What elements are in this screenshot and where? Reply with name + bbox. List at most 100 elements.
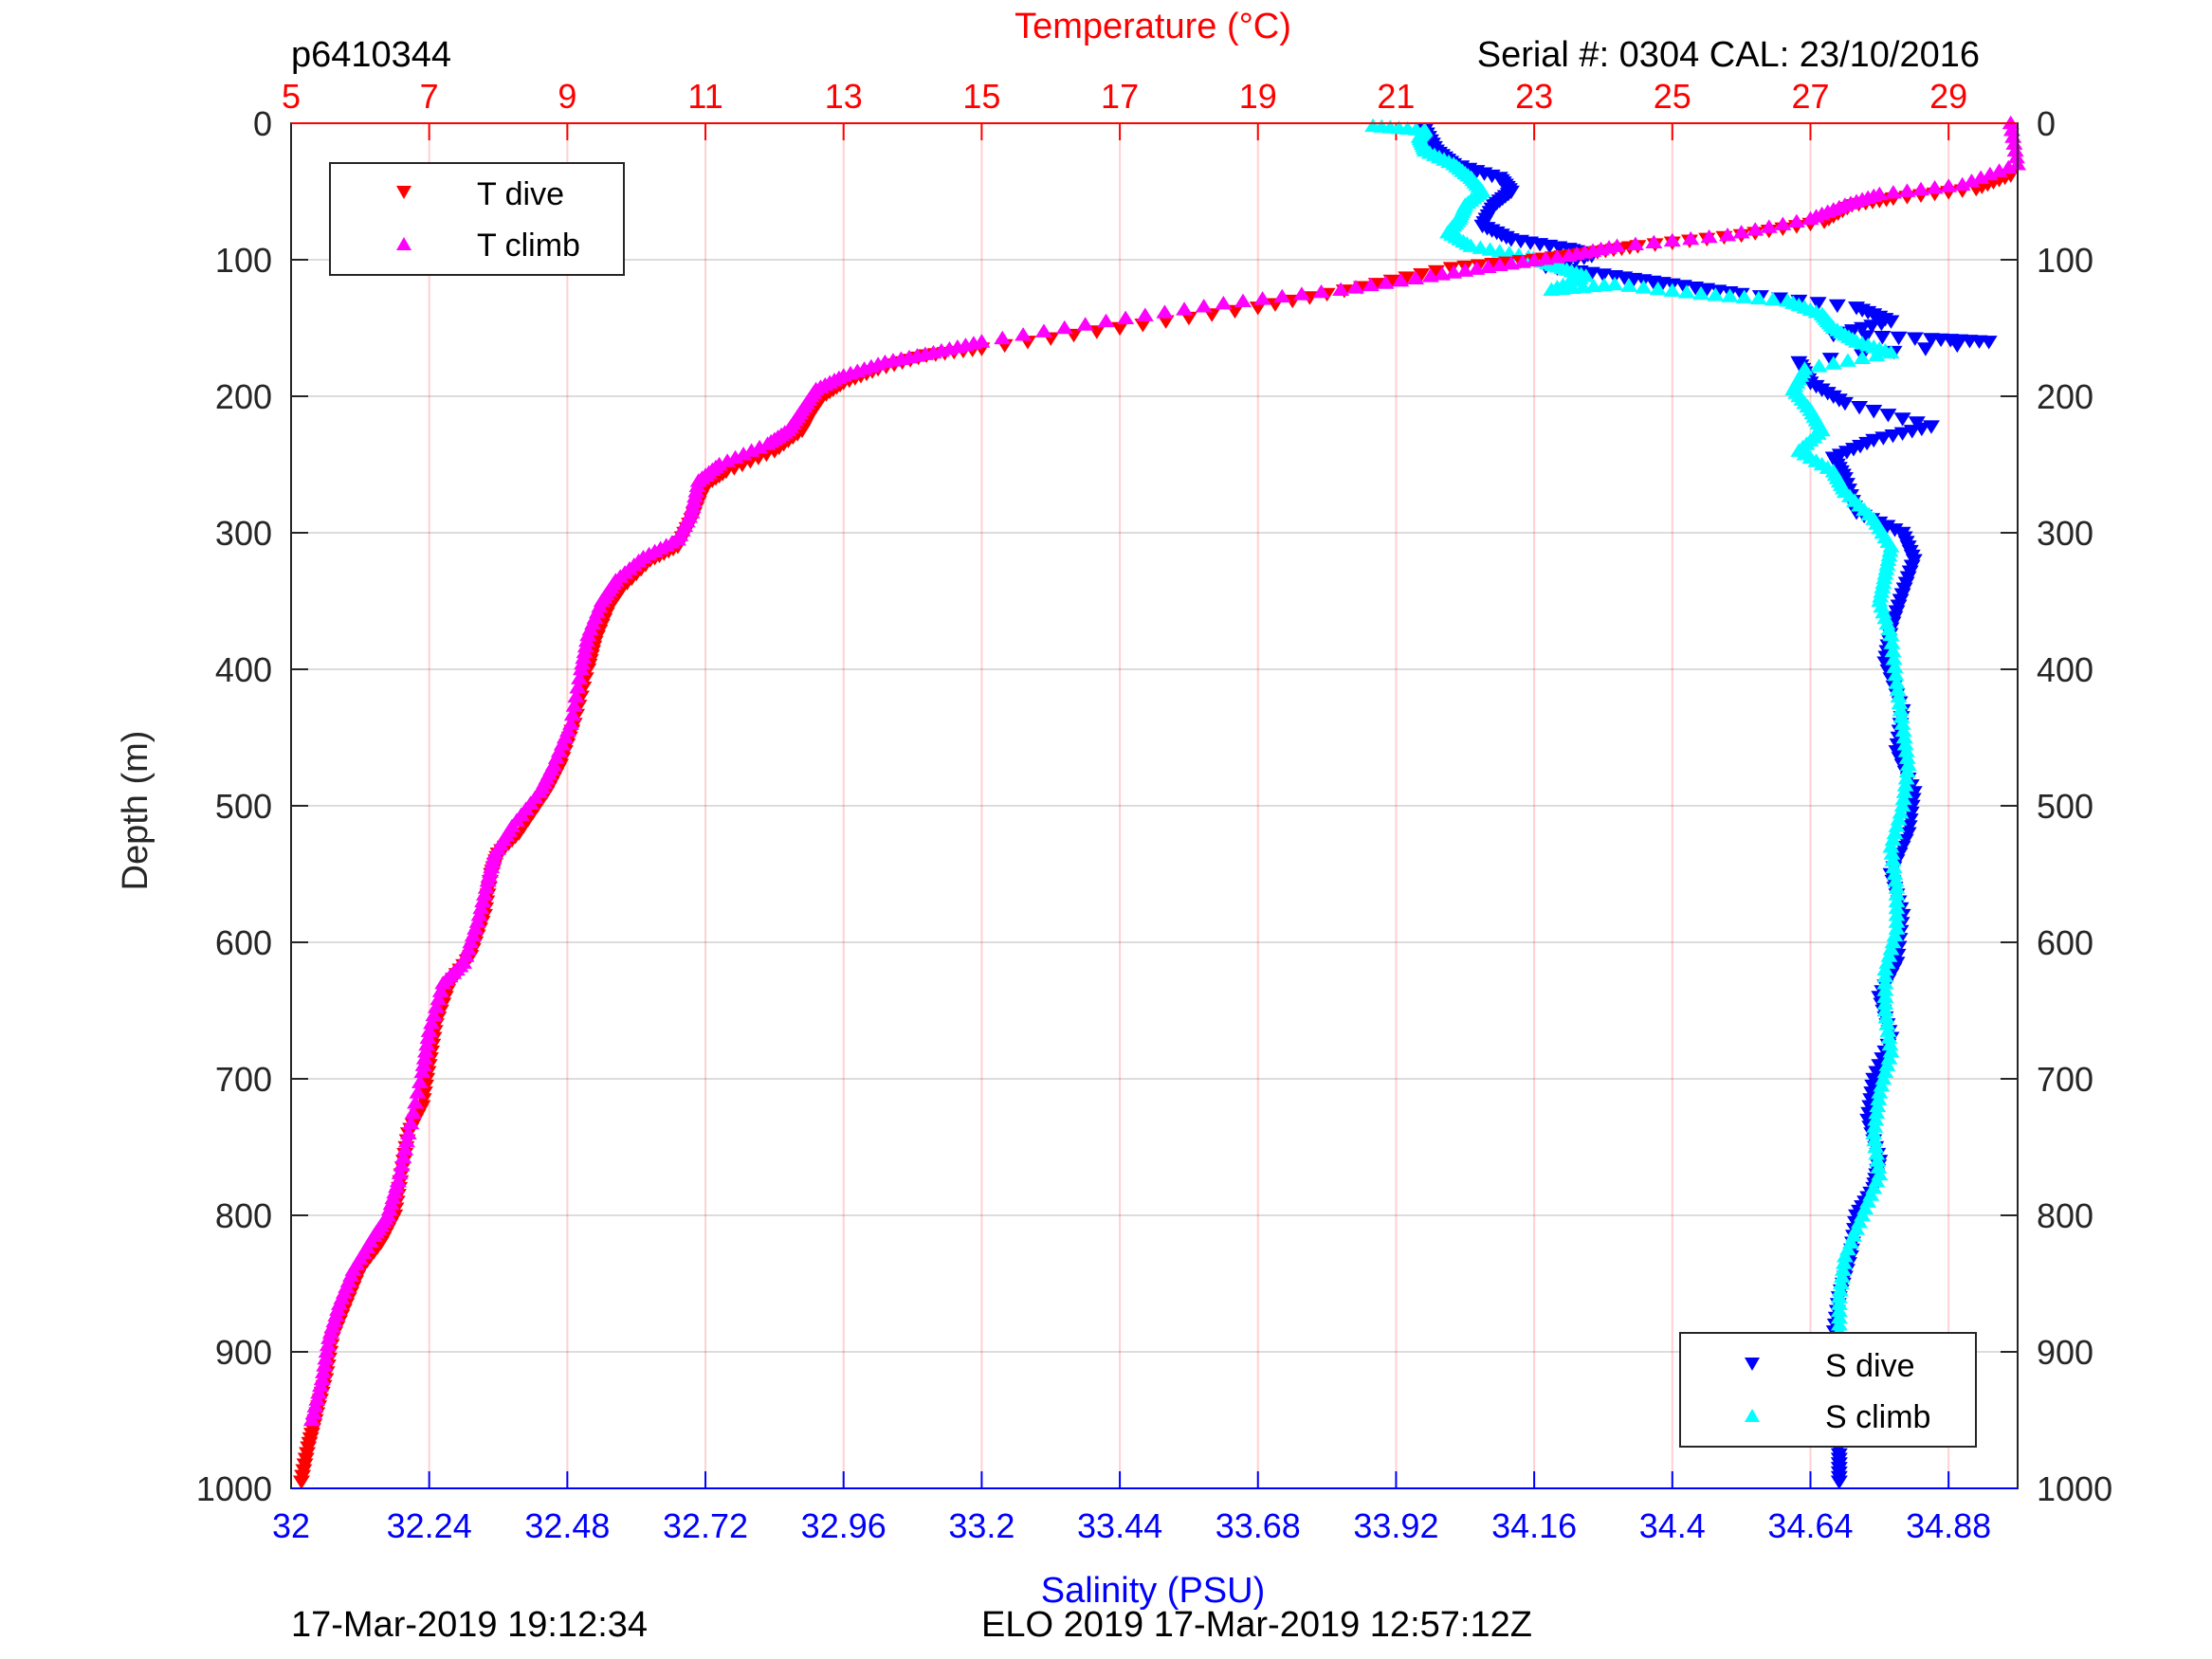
data-point: [1884, 185, 1902, 199]
data-point: [1111, 321, 1129, 337]
temperature-tick-label: 19: [1239, 77, 1277, 116]
data-point: [1663, 283, 1681, 297]
data-point: [1887, 873, 1905, 887]
temperature-tick-label: 27: [1791, 77, 1829, 116]
data-point: [1883, 635, 1901, 649]
data-point: [1645, 234, 1663, 249]
data-point: [1663, 232, 1681, 247]
data-point: [1560, 247, 1578, 262]
data-point: [1472, 240, 1490, 254]
data-point: [313, 1371, 331, 1386]
data-point: [1835, 1255, 1853, 1269]
data-point: [579, 627, 597, 642]
data-point: [1879, 409, 1897, 423]
data-point: [314, 1364, 332, 1378]
data-point: [1886, 927, 1904, 942]
data-point: [1682, 230, 1700, 246]
data-point: [1635, 280, 1653, 294]
data-point: [1889, 682, 1907, 696]
data-point: [1677, 284, 1695, 299]
data-point: [1346, 280, 1364, 294]
data-point: [577, 632, 595, 647]
data-point: [393, 1158, 411, 1172]
salinity-tick-label: 32.24: [387, 1506, 472, 1545]
data-point: [574, 655, 592, 670]
data-point: [402, 1115, 420, 1130]
data-point: [1809, 297, 1827, 311]
data-point: [1868, 1146, 1886, 1160]
data-point: [1692, 285, 1710, 301]
data-point: [1892, 702, 1910, 717]
temperature-tick-label: 9: [558, 77, 576, 116]
depth-tick-label-right: 0: [2037, 104, 2056, 143]
data-point: [2002, 122, 2020, 137]
data-point: [411, 1074, 429, 1088]
data-point: [1649, 281, 1667, 296]
data-point: [2006, 142, 2024, 157]
data-point: [1893, 412, 1911, 427]
data-point: [1828, 299, 1846, 314]
data-point: [1870, 1091, 1888, 1105]
depth-tick-label-left: 1000: [196, 1469, 272, 1508]
data-point: [1898, 183, 1916, 197]
depth-tick-label-left: 500: [215, 787, 272, 826]
data-point: [1830, 1475, 1848, 1489]
depth-tick-label-right: 1000: [2037, 1469, 2112, 1508]
data-point: [2000, 159, 2018, 174]
data-point: [575, 649, 593, 665]
data-point: [1865, 1125, 1883, 1139]
data-point: [1774, 216, 1792, 230]
data-point: [1886, 523, 1904, 538]
data-point: [1421, 268, 1439, 283]
data-point: [423, 1015, 441, 1030]
data-point: [1981, 166, 1999, 181]
legend-marker-t-dive: [396, 186, 411, 199]
depth-tick-label-left: 200: [215, 377, 272, 416]
data-point: [1362, 277, 1380, 292]
data-point: [474, 893, 492, 908]
data-point: [563, 706, 581, 721]
data-point: [398, 1133, 416, 1148]
data-point: [1481, 242, 1499, 256]
data-point: [1787, 213, 1805, 228]
data-point: [1034, 323, 1052, 337]
data-point: [1462, 238, 1480, 252]
data-point: [1948, 338, 1966, 354]
data-points: [292, 115, 2026, 1489]
data-point: [1746, 222, 1764, 236]
data-point: [1273, 288, 1291, 303]
data-point: [565, 698, 583, 712]
data-point: [1868, 1104, 1886, 1120]
data-point: [1868, 347, 1886, 362]
temperature-tick-label: 5: [282, 77, 301, 116]
depth-tick-label-left: 300: [215, 514, 272, 553]
data-point: [1377, 275, 1395, 289]
data-point: [1851, 400, 1869, 415]
depth-tick-label-right: 800: [2037, 1196, 2093, 1235]
data-point: [1700, 228, 1718, 244]
data-point: [1888, 818, 1906, 832]
data-point: [994, 330, 1012, 345]
depth-tick-label-right: 100: [2037, 241, 2093, 280]
data-point: [1867, 1139, 1885, 1154]
data-point: [1898, 750, 1916, 764]
data-point: [1719, 227, 1737, 242]
data-point: [1980, 336, 1998, 350]
data-point: [318, 1343, 336, 1358]
plot-timestamp: 17-Mar-2019 19:12:34: [291, 1605, 648, 1645]
data-point: [1899, 757, 1917, 772]
data-point: [394, 1149, 412, 1164]
data-point: [1821, 353, 1839, 367]
legend-label-t-climb: T climb: [477, 228, 580, 264]
temperature-tick-label: 29: [1929, 77, 1967, 116]
data-point: [391, 1165, 409, 1179]
data-point: [1801, 210, 1819, 226]
data-point: [420, 1023, 438, 1037]
data-point: [1833, 1268, 1851, 1284]
series-t-climb: [302, 115, 2026, 1427]
salinity-tick-label: 32.72: [663, 1506, 748, 1545]
data-point: [2007, 149, 2025, 164]
depth-tick-label-left: 100: [215, 241, 272, 280]
salinity-tick-label: 32.48: [524, 1506, 610, 1545]
data-point: [1894, 791, 1912, 806]
